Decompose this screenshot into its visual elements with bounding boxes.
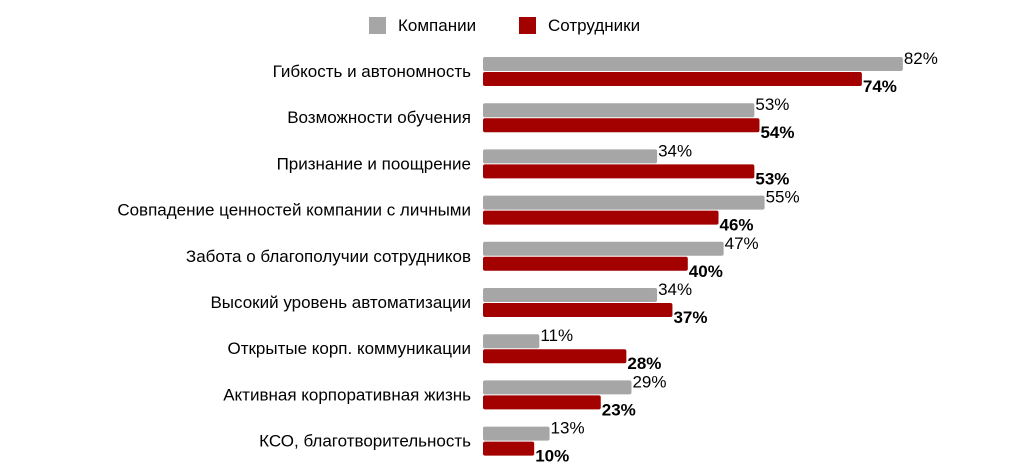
value-label-employees: 54% bbox=[760, 123, 794, 142]
legend-label-employees: Сотрудники bbox=[548, 16, 640, 35]
bar-employees bbox=[483, 441, 535, 456]
value-label-companies: 55% bbox=[766, 188, 800, 207]
value-label-employees: 10% bbox=[535, 447, 569, 466]
value-label-companies: 53% bbox=[755, 95, 789, 114]
value-label-employees: 23% bbox=[602, 400, 636, 419]
bar-employees bbox=[483, 349, 627, 364]
bar-companies bbox=[483, 380, 632, 395]
value-label-companies: 34% bbox=[658, 280, 692, 299]
bar-employees bbox=[483, 303, 673, 317]
bar-employees bbox=[483, 164, 755, 179]
value-label-companies: 29% bbox=[632, 372, 666, 391]
category-label: Забота о благополучии сотрудников bbox=[186, 247, 471, 266]
category-label: Активная корпоративная жизнь bbox=[223, 385, 471, 404]
bar-employees bbox=[483, 72, 862, 86]
value-label-companies: 82% bbox=[904, 49, 938, 68]
category-label: Признание и поощрение bbox=[277, 154, 471, 173]
value-label-employees: 46% bbox=[720, 216, 754, 235]
bar-companies bbox=[483, 57, 903, 71]
bars bbox=[483, 57, 903, 456]
legend: Компании Сотрудники bbox=[369, 16, 640, 35]
bar-companies bbox=[483, 241, 724, 256]
bar-employees bbox=[483, 395, 601, 410]
value-label-employees: 28% bbox=[627, 354, 661, 373]
value-labels: 82%74%53%54%34%53%55%46%47%40%34%37%11%2… bbox=[535, 49, 938, 466]
category-label: КСО, благотворительность bbox=[259, 432, 471, 451]
bar-employees bbox=[483, 118, 760, 133]
bar-companies bbox=[483, 334, 540, 349]
value-label-employees: 40% bbox=[689, 262, 723, 281]
value-label-employees: 37% bbox=[673, 308, 707, 327]
value-label-companies: 11% bbox=[540, 326, 573, 345]
legend-swatch-employees bbox=[519, 17, 536, 34]
category-label: Высокий уровень автоматизации bbox=[210, 293, 471, 312]
value-label-employees: 53% bbox=[755, 169, 789, 188]
value-label-companies: 47% bbox=[725, 234, 759, 253]
category-label: Открытые корп. коммуникации bbox=[227, 339, 471, 358]
legend-swatch-companies bbox=[369, 17, 386, 34]
bar-companies bbox=[483, 288, 658, 302]
value-label-companies: 34% bbox=[658, 141, 692, 160]
category-label: Гибкость и автономность bbox=[273, 62, 471, 81]
bar-companies bbox=[483, 195, 765, 210]
bar-employees bbox=[483, 210, 719, 225]
legend-label-companies: Компании bbox=[398, 16, 476, 35]
bar-companies bbox=[483, 426, 550, 441]
category-label: Возможности обучения bbox=[287, 108, 471, 127]
value-label-companies: 13% bbox=[551, 419, 585, 438]
bar-companies bbox=[483, 103, 755, 118]
category-label: Совпадение ценностей компании с личными bbox=[117, 201, 471, 220]
bar-employees bbox=[483, 256, 688, 271]
category-labels: Гибкость и автономность Возможности обуче… bbox=[117, 62, 471, 451]
value-label-employees: 74% bbox=[863, 77, 897, 96]
bar-companies bbox=[483, 149, 658, 164]
